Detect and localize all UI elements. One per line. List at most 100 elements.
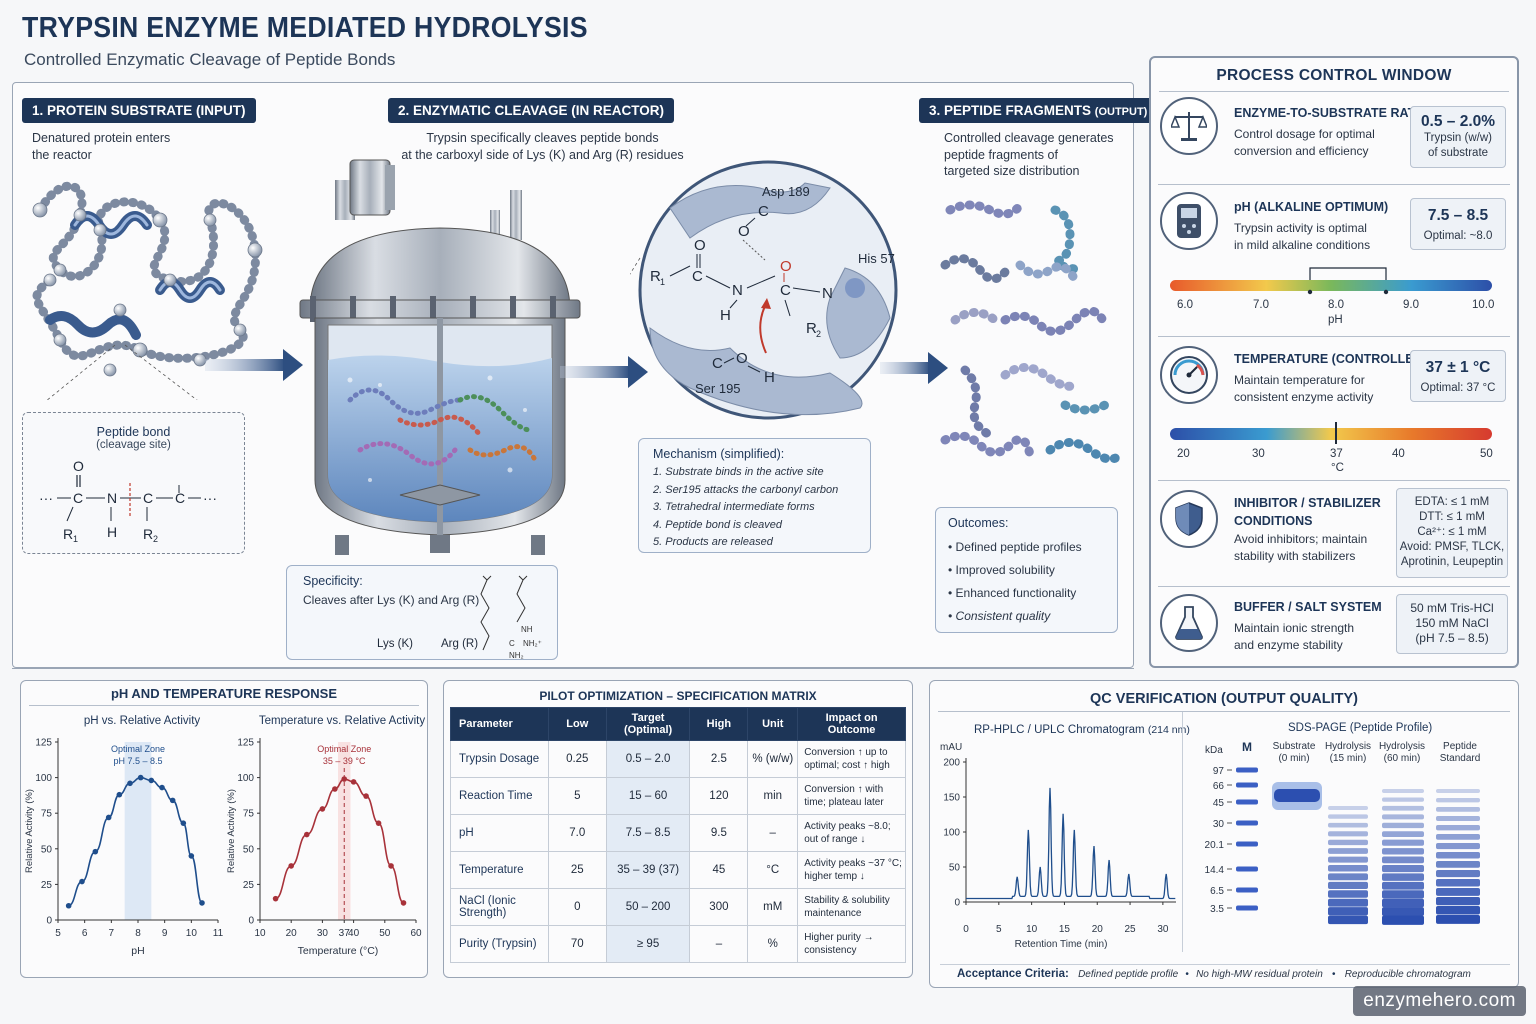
gel-band <box>1382 881 1424 890</box>
table-cell: 45 <box>689 851 749 889</box>
table-row: Trypsin Dosage 0.25 0.5 – 2.0 2.5% (w/w) Con… <box>450 740 906 778</box>
step3-desc-line3: targeted size distribution <box>944 164 1080 178</box>
data-point <box>400 900 407 906</box>
y-tick-label: 50 <box>243 844 255 855</box>
table-cell: 15 – 60 <box>605 777 691 815</box>
ph-unit: pH <box>1328 314 1343 326</box>
zone-label: Optimal Zone <box>317 744 371 754</box>
svg-text:N: N <box>107 490 117 506</box>
data-point <box>105 814 112 821</box>
data-point <box>341 776 348 782</box>
svg-text:C: C <box>712 355 723 372</box>
gel-band <box>1436 897 1480 906</box>
table-row: Purity (Trypsin) 70 ≥ 95–% Higher purity → … <box>450 925 906 963</box>
gel-band <box>1328 881 1368 890</box>
page-title: TRYPSIN ENZYME MEDIATED HYDROLYSIS <box>22 12 588 44</box>
mechanism-step: 2. Ser195 attacks the carbonyl carbon <box>653 483 839 496</box>
table-cell: Conversion ↑ up to optimal; cost ↑ high <box>797 740 906 778</box>
inhibitor-value-box: EDTA: ≤ 1 mM DTT: ≤ 1 mM Ca²⁺: ≤ 1 mM Av… <box>1396 488 1508 578</box>
inhibitor-value: Ca²⁺: ≤ 1 mM <box>1417 526 1487 538</box>
sds-page-gel: 97 66 45 30 20.1 14.4 6.5 3.5 <box>1205 766 1480 925</box>
table-row: Temperature 25 35 – 39 (37) 45 °C Activity pe… <box>450 851 906 889</box>
table-cell: – <box>689 925 749 963</box>
matrix-title: PILOT OPTIMIZATION – SPECIFICATION MATRI… <box>539 689 817 703</box>
gel-band <box>1328 873 1368 881</box>
reactor-vessel-illustration <box>299 159 581 555</box>
table-row: pH 7.0 7.5 – 8.5 9.5– Activity peaks ~8.0; o… <box>450 814 906 852</box>
arrow-to-reactor <box>205 349 303 381</box>
gel-band <box>1436 852 1480 859</box>
table-cell: 7.0 <box>547 814 607 852</box>
svg-text:H: H <box>720 307 731 324</box>
x-tick-label: 5 <box>996 924 1002 935</box>
marker-band <box>1236 841 1258 847</box>
step1-desc: Denatured protein enters the reactor <box>32 130 170 163</box>
kda-tick: 66 <box>1213 781 1225 792</box>
inhibitor-avoid: Avoid: PMSF, TLCK, <box>1399 541 1505 553</box>
lys-arg-side-chains: NH C NH₂⁺ NH₂ <box>480 575 542 660</box>
mechanism-title: Mechanism (simplified): <box>653 447 785 461</box>
svg-text:C: C <box>692 268 703 285</box>
data-point <box>388 863 394 869</box>
acceptance-label: Acceptance Criteria: <box>957 968 1069 980</box>
outcomes-title: Outcomes: <box>948 516 1009 530</box>
x-tick-label: 10 <box>1026 924 1038 935</box>
gel-band <box>1382 822 1424 829</box>
acceptance-sep: • <box>1331 969 1336 980</box>
acceptance-item: Reproducible chromatogram <box>1344 969 1471 980</box>
outcome-item: • Improved solubility <box>948 563 1055 577</box>
hplc-title-text: RP-HPLC / UPLC Chromatogram <box>974 724 1145 736</box>
svg-text:C: C <box>143 490 153 506</box>
ph-text: in mild alkaline conditions <box>1234 237 1371 252</box>
inhibitor-value: DTT: ≤ 1 mM <box>1419 511 1485 523</box>
x-tick-label: 8 <box>135 928 141 939</box>
table-cell: 300 <box>689 888 749 926</box>
x-tick-label: 0 <box>963 924 969 935</box>
svg-text:C: C <box>175 490 185 506</box>
step2-desc-line1: Trypsin specifically cleaves peptide bon… <box>426 131 659 145</box>
gel-band <box>1382 915 1424 925</box>
zone-label: Optimal Zone <box>111 744 165 754</box>
data-point <box>92 848 99 855</box>
gel-band <box>1382 814 1424 820</box>
flask-icon <box>1160 594 1218 652</box>
pcw-row-ph: pH (ALKALINE OPTIMUM) Trypsin activity i… <box>1158 186 1510 336</box>
inhibitor-value: EDTA: ≤ 1 mM <box>1414 496 1490 508</box>
table-cell: Temperature <box>450 851 549 889</box>
temp-tick: 30 <box>1252 448 1265 460</box>
table-cell: 0.5 – 2.0 <box>605 740 691 778</box>
step3-desc: Controlled cleavage generates peptide fr… <box>944 130 1114 180</box>
buffer-heading: BUFFER / SALT SYSTEM <box>1234 600 1382 614</box>
y-tick-label: 150 <box>943 793 960 804</box>
x-tick-label: 50 <box>379 928 391 939</box>
kda-label: kDa <box>1205 745 1223 756</box>
arrow-to-fragments <box>880 352 948 384</box>
data-point <box>319 806 326 812</box>
inhibitor-heading: INHIBITOR / STABILIZER <box>1234 496 1381 510</box>
gel-band <box>1436 879 1480 887</box>
ratio-value-box: 0.5 – 2.0% Trypsin (w/w) of substrate <box>1410 106 1506 168</box>
x-tick-label: 30 <box>317 928 329 939</box>
his57-label: His 57 <box>858 251 895 266</box>
marker-band <box>1236 820 1258 826</box>
matrix-header: High <box>689 707 749 741</box>
lane-label: Peptide Standard <box>1439 741 1481 764</box>
mechanism-step: 1. Substrate binds in the active site <box>653 466 824 478</box>
lane-label: Hydrolysis (60 min) <box>1378 741 1426 764</box>
data-point <box>188 853 195 859</box>
gel-band <box>1382 890 1424 899</box>
lys-label: Lys (K) <box>377 638 413 650</box>
marker-band <box>1236 887 1258 893</box>
svg-text:C: C <box>73 490 83 506</box>
data-point <box>350 779 357 785</box>
table-cell: Reaction Time <box>450 777 549 815</box>
svg-text:C: C <box>780 282 791 299</box>
svg-text:O: O <box>738 223 750 240</box>
gel-band <box>1328 822 1368 828</box>
ratio-text: Control dosage for optimal <box>1234 127 1375 141</box>
svg-text:N: N <box>732 282 743 299</box>
data-point <box>363 793 369 799</box>
specificity-box: Specificity: Cleaves after Lys (K) and A… <box>286 565 558 660</box>
ph-temp-response-panel: pH AND TEMPERATURE RESPONSE <box>20 680 428 978</box>
